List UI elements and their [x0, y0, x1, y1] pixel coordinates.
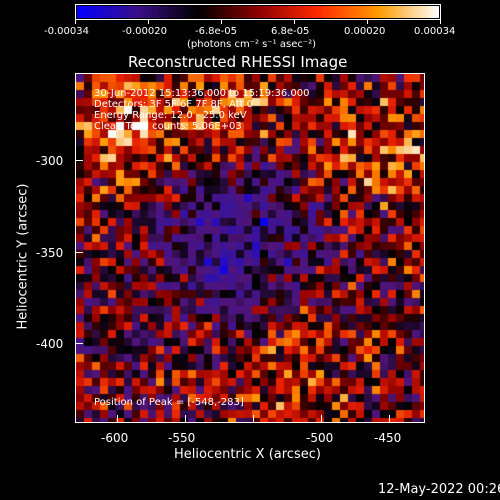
colorbar-gradient	[77, 6, 439, 18]
x-tick-label: -600	[101, 431, 129, 445]
colorbar-tick-label: -0.00034	[44, 26, 89, 37]
y-axis-label: Heliocentric Y (arcsec)	[15, 183, 31, 330]
y-tick	[75, 343, 83, 344]
x-tick	[185, 415, 186, 423]
overlay-time-range: 30-Jun-2012 15:13:36.000 to 15:19:36.000	[94, 88, 310, 99]
x-tick-label: -450	[374, 431, 402, 445]
rhessi-image-panel: 30-Jun-2012 15:13:36.000 to 15:19:36.000…	[75, 73, 425, 423]
colorbar-tick	[221, 20, 222, 24]
colorbar-tick-label: 6.8e-05	[271, 26, 310, 37]
y-tick	[75, 160, 83, 161]
x-tick	[321, 415, 322, 423]
rhessi-image	[76, 74, 424, 422]
colorbar-tick	[367, 20, 368, 24]
x-axis-label: Heliocentric X (arcsec)	[174, 447, 321, 462]
colorbar-tick	[75, 20, 76, 24]
y-tick-label: -350	[36, 246, 64, 260]
y-tick	[75, 252, 83, 253]
colorbar-tick-label: 0.00020	[344, 26, 386, 37]
colorbar-tick	[148, 20, 149, 24]
overlay-detectors: Detectors: 3F 5F 6F 7F 8F, Att 0	[94, 99, 254, 110]
x-tick	[253, 415, 254, 423]
colorbar-tick-label: 0.00034	[414, 26, 456, 37]
colorbar	[75, 4, 441, 20]
x-tick	[117, 415, 118, 423]
overlay-peak-position: Position of Peak = [-548,-283]	[94, 397, 244, 408]
colorbar-tick	[294, 20, 295, 24]
plot-title: Reconstructed RHESSI Image	[128, 53, 348, 71]
x-tick-label: -550	[168, 431, 196, 445]
y-tick-label: -400	[36, 337, 64, 351]
x-tick-label: -500	[306, 431, 334, 445]
colorbar-unit-label: (photons cm⁻² s⁻¹ asec⁻²)	[187, 39, 317, 50]
colorbar-tick-label: -6.8e-05	[195, 26, 237, 37]
overlay-clean-counts: Clean Total counts: 5.06E+03	[94, 121, 242, 132]
overlay-energy-range: Energy Range: 12.0 - 25.0 keV	[94, 110, 247, 121]
footer-date: 12-May-2022 00:26	[378, 482, 500, 497]
x-tick	[389, 415, 390, 423]
y-tick-label: -300	[36, 154, 64, 168]
colorbar-tick-label: -0.00020	[122, 26, 167, 37]
colorbar-tick	[440, 20, 441, 24]
